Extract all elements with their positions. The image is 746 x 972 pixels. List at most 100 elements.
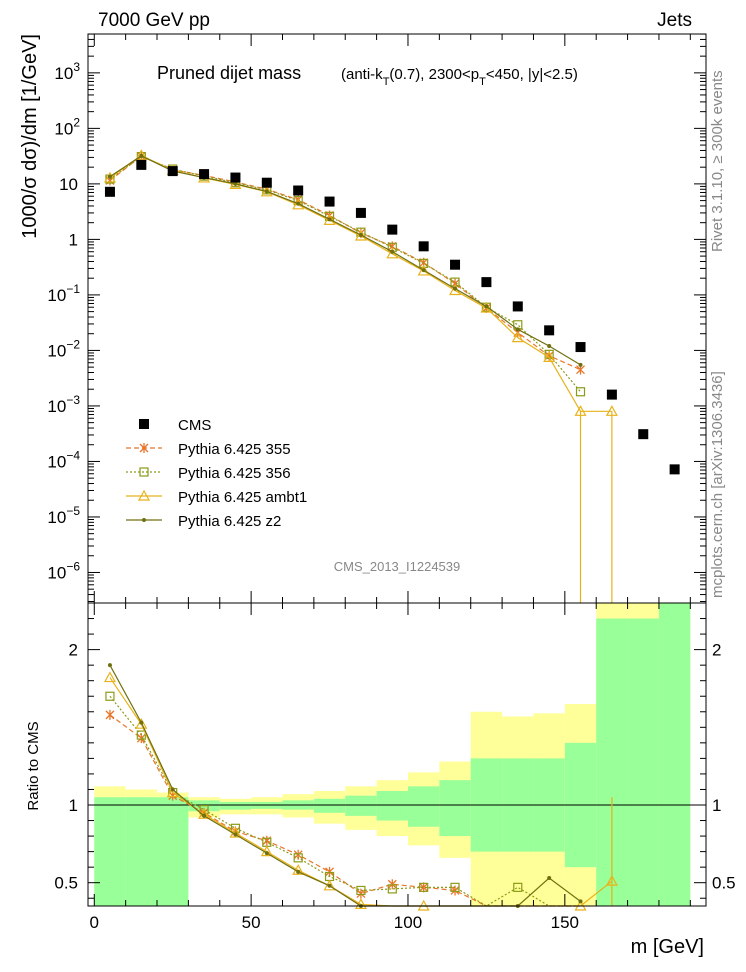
cms-point bbox=[293, 185, 303, 195]
green-band-bin bbox=[314, 799, 345, 813]
cms-point bbox=[356, 208, 366, 218]
marker-square bbox=[577, 388, 585, 396]
cms-point bbox=[481, 277, 491, 287]
marker-dot bbox=[484, 304, 488, 308]
green-band-bin bbox=[408, 786, 439, 826]
legend: CMS Pythia 6.425 355 Pythia 6.425 356 Pythi… bbox=[126, 417, 307, 530]
marker-dot bbox=[390, 250, 394, 254]
green-band-bin bbox=[628, 619, 659, 906]
uncertainty-bands bbox=[88, 603, 706, 906]
y-tick-label: 10−6 bbox=[47, 559, 80, 582]
legend-label: Pythia 6.425 356 bbox=[178, 465, 291, 482]
cms-point bbox=[168, 166, 178, 176]
green-band-bin bbox=[345, 796, 376, 816]
series-2 bbox=[105, 150, 617, 415]
ratio-tick-label: 2 bbox=[69, 641, 78, 660]
marker-dot bbox=[453, 287, 457, 291]
marker-dot bbox=[328, 217, 332, 221]
plot-canvas: 7000 GeV pp Jets Rivet 3.1.10, ≥ 300k ev… bbox=[0, 0, 746, 972]
marker-dot bbox=[233, 833, 237, 837]
cms-point bbox=[513, 301, 523, 311]
green-band-bin bbox=[659, 603, 690, 906]
legend-cms-marker bbox=[139, 419, 149, 429]
marker-star bbox=[106, 710, 114, 720]
legend-label: Pythia 6.425 355 bbox=[178, 441, 291, 458]
green-band-bin bbox=[220, 802, 251, 810]
cms-point bbox=[607, 390, 617, 400]
marker-dot bbox=[547, 344, 551, 348]
marker-star bbox=[357, 889, 365, 899]
cms-point bbox=[450, 260, 460, 270]
marker-dot bbox=[328, 884, 332, 888]
cms-point bbox=[199, 169, 209, 179]
marker-dot bbox=[171, 787, 175, 791]
ratio-tick-label: 0.5 bbox=[54, 874, 78, 893]
marker-dot bbox=[265, 189, 269, 193]
marker-dot bbox=[579, 899, 583, 903]
x-tick-label: 50 bbox=[242, 913, 261, 932]
marker-dot bbox=[422, 268, 426, 272]
y-tick-label: 10−4 bbox=[47, 448, 80, 471]
marker-dot bbox=[265, 851, 269, 855]
cms-point bbox=[638, 429, 648, 439]
marker-dot bbox=[108, 175, 112, 179]
marker-dot bbox=[359, 233, 363, 237]
cms-point bbox=[136, 160, 146, 170]
y-tick-label: 10 bbox=[59, 175, 78, 194]
cms-point bbox=[230, 173, 240, 183]
marker-dot bbox=[108, 663, 112, 667]
marker-dot bbox=[142, 518, 146, 522]
ratio-tick-label-right: 2 bbox=[712, 641, 721, 660]
analysis-id: CMS_2013_I1224539 bbox=[334, 559, 461, 574]
marker-dot bbox=[516, 327, 520, 331]
x-tick-label: 150 bbox=[551, 913, 579, 932]
green-band-bin bbox=[126, 797, 157, 906]
cms-point bbox=[419, 241, 429, 251]
marker-dot bbox=[547, 876, 551, 880]
cms-point bbox=[325, 197, 335, 207]
marker-dot bbox=[579, 363, 583, 367]
marker-dot bbox=[296, 202, 300, 206]
marker-triangle bbox=[105, 673, 115, 682]
green-band-bin bbox=[157, 797, 188, 906]
marker-dot bbox=[296, 870, 300, 874]
y-tick-label: 10−5 bbox=[47, 504, 80, 527]
marker-dot bbox=[139, 721, 143, 725]
series-line bbox=[110, 156, 581, 369]
ratio-tick-label-right: 0.5 bbox=[712, 874, 736, 893]
y-tick-label: 102 bbox=[54, 115, 80, 138]
y-tick-label: 1 bbox=[69, 230, 78, 249]
cms-point bbox=[670, 464, 680, 474]
legend-label: Pythia 6.425 ambt1 bbox=[178, 489, 307, 506]
source-label: mcplots.cern.ch [arXiv:1306.3436] bbox=[709, 371, 726, 598]
ratio-tick-label-right: 1 bbox=[712, 796, 721, 815]
cms-point bbox=[576, 342, 586, 352]
green-band-bin bbox=[94, 797, 125, 906]
y-tick-label: 103 bbox=[54, 60, 80, 83]
series-line bbox=[110, 157, 581, 392]
cms-point bbox=[387, 225, 397, 235]
plot-svg: 7000 GeV pp Jets Rivet 3.1.10, ≥ 300k ev… bbox=[0, 0, 746, 972]
green-band-bin bbox=[439, 780, 470, 836]
rivet-label: Rivet 3.1.10, ≥ 300k events bbox=[709, 70, 726, 252]
series-line bbox=[110, 156, 581, 365]
x-tick-label: 0 bbox=[90, 913, 99, 932]
series-3 bbox=[108, 154, 583, 367]
legend-label: Pythia 6.425 z2 bbox=[178, 513, 281, 530]
ratio-tick-label: 1 bbox=[69, 796, 78, 815]
chart-subtitle: (anti-kT(0.7), 2300<pT<450, |y|<2.5) bbox=[341, 66, 578, 88]
y-tick-label: 10−3 bbox=[47, 393, 80, 416]
marker-dot bbox=[139, 154, 143, 158]
cms-point bbox=[544, 325, 554, 335]
green-band-bin bbox=[377, 791, 408, 821]
legend-cms-label: CMS bbox=[178, 417, 211, 434]
cms-point bbox=[262, 178, 272, 188]
ratio-axis-label: Ratio to CMS bbox=[25, 721, 42, 810]
y-tick-label: 10−2 bbox=[47, 337, 80, 360]
y-axis-label: 1000/σ dσ)/dm [1/GeV] bbox=[19, 34, 41, 239]
category-label: Jets bbox=[657, 10, 692, 31]
cms-point bbox=[105, 187, 115, 197]
marker-dot bbox=[202, 814, 206, 818]
series-line bbox=[110, 155, 612, 411]
energy-label: 7000 GeV pp bbox=[98, 10, 210, 31]
